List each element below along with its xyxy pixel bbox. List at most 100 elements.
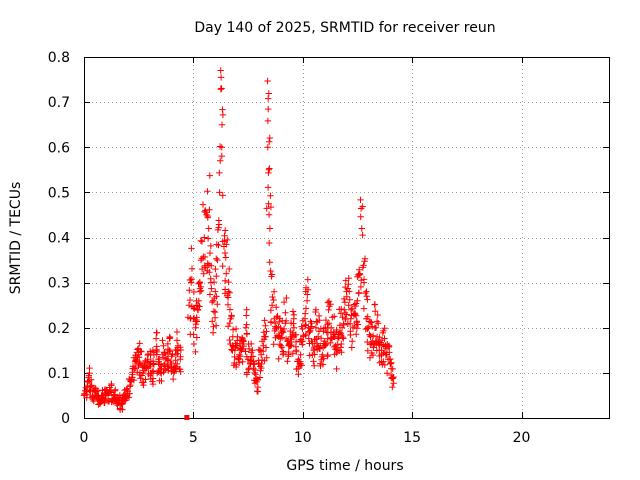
data-point [243, 312, 250, 319]
data-point [184, 314, 192, 321]
data-point [360, 276, 368, 283]
data-point [229, 326, 237, 333]
data-point [219, 262, 226, 270]
data-point [239, 358, 246, 365]
data-point [88, 382, 95, 389]
tick-labels: 0 5 10 15 20 0 0.1 0.2 0.3 0.4 0.5 0.6 0.7 0.8 [48, 50, 531, 446]
data-point [362, 289, 369, 297]
data-point [338, 349, 345, 356]
data-point [116, 406, 124, 413]
data-point [361, 258, 368, 265]
data-point [353, 325, 361, 332]
data-point [213, 241, 220, 248]
data-point [261, 317, 268, 324]
data-point [305, 335, 312, 342]
data-point [266, 165, 273, 172]
data-point [186, 287, 193, 294]
data-point [249, 353, 257, 360]
data-point [198, 238, 206, 245]
data-point [304, 291, 311, 298]
data-point [196, 279, 203, 287]
data-point [209, 329, 217, 336]
data-point [367, 341, 374, 348]
data-point [215, 241, 222, 249]
data-point [327, 301, 334, 308]
data-point [245, 345, 253, 353]
data-point [225, 288, 232, 295]
data-point [333, 365, 340, 373]
data-point [364, 313, 371, 320]
data-point [267, 267, 274, 275]
data-point [312, 308, 319, 316]
data-point [136, 354, 143, 361]
data-point [188, 245, 195, 252]
data-point [197, 287, 205, 294]
data-point [236, 351, 243, 358]
data-point [201, 234, 208, 241]
data-point [386, 356, 393, 363]
data-point [206, 291, 214, 298]
data-point [127, 381, 134, 389]
data-point [242, 348, 249, 355]
data-point [204, 212, 211, 220]
data-point [327, 329, 334, 336]
data-point [334, 341, 341, 348]
data-point [153, 343, 160, 350]
data-point [242, 324, 250, 331]
data-point [161, 349, 169, 356]
data-point [346, 288, 353, 295]
data-point [263, 328, 270, 335]
data-point [231, 353, 238, 361]
data-point [153, 329, 161, 336]
data-point [303, 297, 311, 304]
data-point [206, 269, 213, 276]
data-point [223, 241, 230, 248]
data-point [383, 370, 391, 377]
data-point [233, 342, 240, 349]
data-point [278, 344, 286, 351]
data-point [364, 347, 371, 354]
data-point [218, 152, 225, 160]
data-point [266, 134, 273, 142]
data-point [217, 74, 225, 81]
data-point [239, 336, 247, 344]
data-point [204, 260, 211, 267]
data-point [390, 380, 397, 387]
data-point [226, 289, 233, 296]
data-point [273, 304, 280, 311]
data-point [253, 388, 261, 395]
data-point [372, 324, 380, 331]
data-point [177, 346, 185, 354]
data-point [196, 303, 203, 310]
data-point [355, 289, 363, 296]
data-point [333, 326, 340, 334]
data-point [311, 351, 318, 358]
x-tick-label: 15 [403, 430, 421, 446]
data-point [218, 121, 226, 128]
data-point [351, 310, 358, 317]
data-point [177, 353, 184, 360]
data-point [265, 166, 272, 173]
data-point [366, 354, 374, 361]
data-point [277, 342, 285, 349]
data-point [243, 306, 250, 313]
data-point [123, 395, 130, 402]
data-point [311, 362, 318, 369]
y-tick-label: 0.1 [48, 366, 70, 382]
data-point [216, 169, 223, 177]
data-point [149, 375, 157, 382]
outlier-square-marker [184, 415, 190, 420]
data-point [218, 144, 225, 151]
data-point [380, 327, 387, 335]
data-point [158, 377, 165, 385]
data-point [82, 384, 90, 391]
x-tick-label: 20 [513, 430, 531, 446]
data-point [298, 323, 305, 330]
data-point [217, 67, 224, 74]
data-point [386, 349, 393, 356]
data-point [359, 231, 366, 239]
data-point [85, 372, 92, 379]
data-point [152, 335, 160, 342]
data-point [88, 376, 95, 383]
data-point [201, 253, 209, 261]
